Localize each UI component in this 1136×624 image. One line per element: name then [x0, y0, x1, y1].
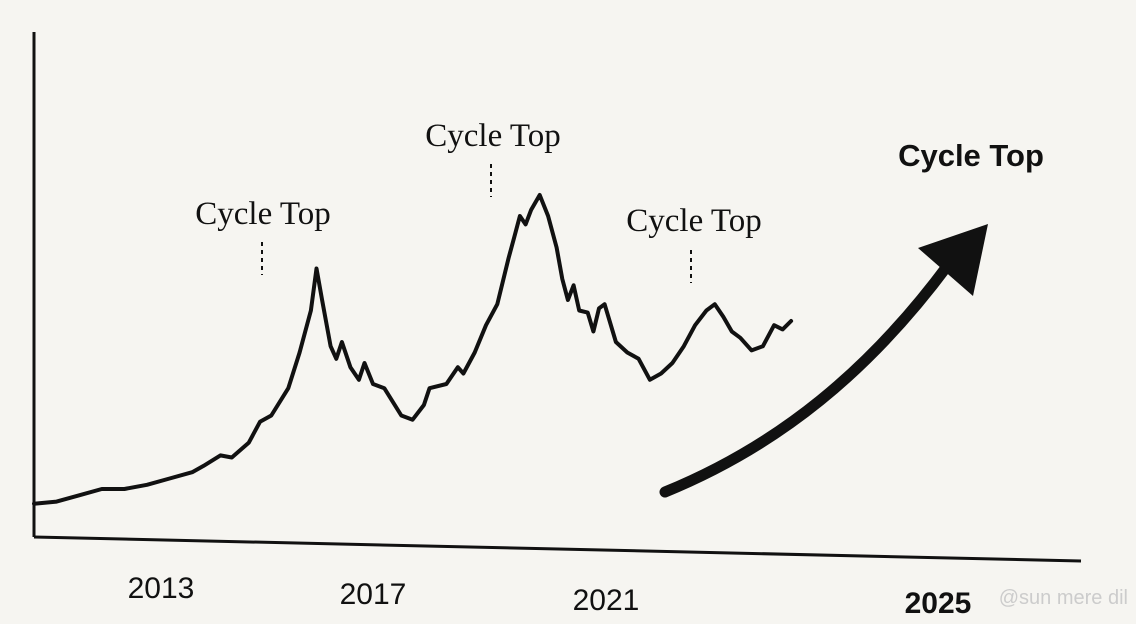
annotation-cycle-top-2: Cycle Top [425, 118, 560, 154]
annotation-cycle-top-3: Cycle Top [626, 203, 761, 239]
projection-arrow-head [918, 224, 988, 296]
watermark-text: @sun mere dil [999, 587, 1128, 609]
x-tick-2013: 2013 [128, 572, 195, 605]
annotation-cycle-top-4: Cycle Top [898, 138, 1044, 173]
x-tick-2017: 2017 [340, 578, 407, 611]
x-tick-2025: 2025 [905, 587, 972, 620]
projection-arrow-shaft [659, 259, 954, 498]
x-axis [33, 535, 1082, 563]
x-tick-2021: 2021 [573, 584, 640, 617]
annotation-cycle-top-1: Cycle Top [195, 196, 330, 232]
series-line [32, 193, 794, 506]
